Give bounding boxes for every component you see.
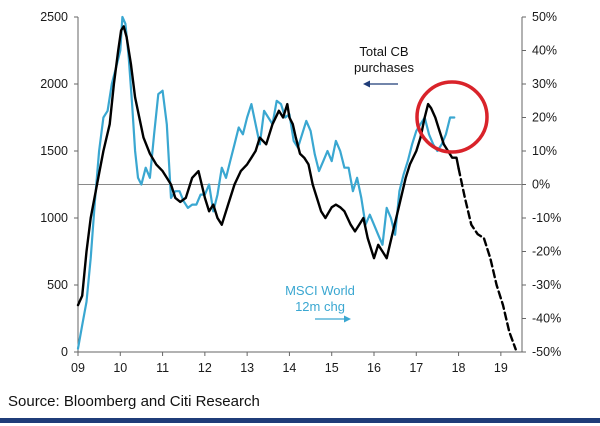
right-tick-label: 40%	[532, 44, 557, 58]
cb-label-line2: purchases	[354, 60, 414, 75]
msci-arrow-head	[344, 315, 351, 323]
series-layer	[76, 15, 517, 351]
x-tick-label: 16	[367, 361, 381, 375]
right-tick-label: -20%	[532, 245, 561, 259]
highlight-circle	[415, 80, 489, 154]
msci-label-line1: MSCI World	[285, 283, 355, 298]
right-tick-label: 20%	[532, 111, 557, 125]
cb-arrow-head	[363, 80, 370, 88]
x-tick-label: 14	[282, 361, 296, 375]
right-tick-label: -40%	[532, 312, 561, 326]
source-note: Source: Bloomberg and Citi Research	[8, 393, 260, 410]
cb-purchases-projection-line	[457, 167, 517, 351]
x-tick-label: 10	[113, 361, 127, 375]
footer-rule	[0, 418, 600, 423]
chart-axes: 0 500 1000 1500 2000 2500 -50% -40% -30% -20% -10%…	[40, 10, 561, 375]
left-tick-label: 0	[61, 345, 68, 359]
x-tick-label: 11	[156, 361, 169, 375]
x-tick-label: 09	[71, 361, 85, 375]
x-tick-label: 15	[325, 361, 339, 375]
x-tick-label: 18	[452, 361, 466, 375]
right-tick-label: 50%	[532, 10, 557, 24]
right-tick-label: 0%	[532, 178, 550, 192]
right-tick-label: -30%	[532, 278, 561, 292]
left-tick-label: 2000	[40, 77, 68, 91]
cb-annotation: Total CB purchases	[354, 44, 414, 88]
right-tick-label: 10%	[532, 144, 557, 158]
right-tick-label: -10%	[532, 211, 561, 225]
left-tick-label: 1500	[40, 144, 68, 158]
msci-label-line2: 12m chg	[295, 299, 345, 314]
cb-purchases-line	[76, 25, 460, 307]
right-tick-label: 30%	[532, 77, 557, 91]
x-tick-label: 19	[494, 361, 508, 375]
cb-label-line1: Total CB	[359, 44, 408, 59]
left-tick-label: 500	[47, 278, 68, 292]
x-tick-label: 12	[198, 361, 212, 375]
x-tick-label: 17	[409, 361, 423, 375]
right-tick-label: -50%	[532, 345, 561, 359]
x-tick-label: 13	[240, 361, 254, 375]
left-tick-label: 1000	[40, 211, 68, 225]
msci-world-line	[76, 15, 456, 350]
left-tick-label: 2500	[40, 10, 68, 24]
msci-annotation: MSCI World 12m chg	[285, 283, 355, 323]
